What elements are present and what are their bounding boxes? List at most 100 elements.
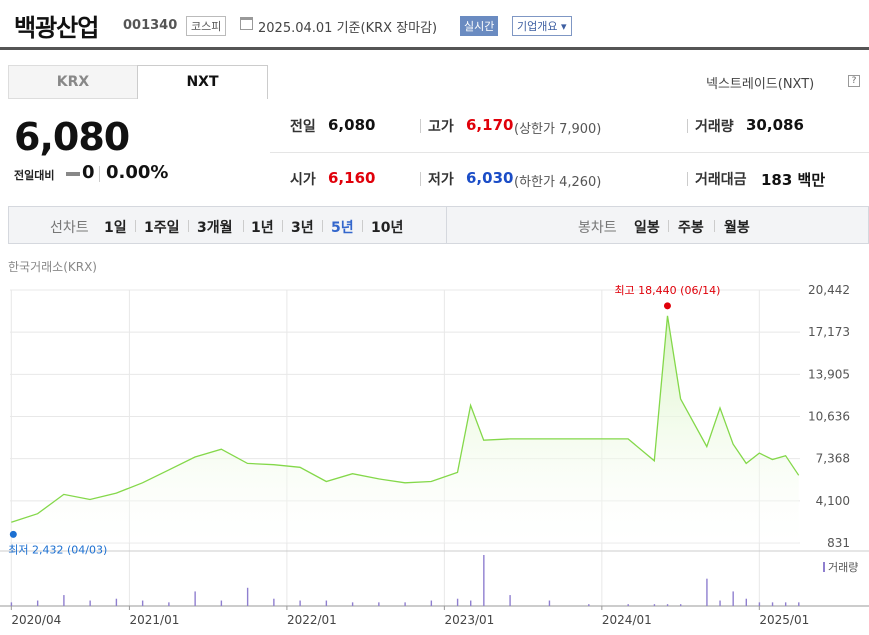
price-chart: 20,442 17,173 13,905 10,636 7,368 4,100 831 최고… xyxy=(0,283,869,627)
volume-bar xyxy=(325,600,328,606)
divider xyxy=(135,220,136,232)
volume-bar xyxy=(483,555,485,606)
volume-bar xyxy=(771,602,774,606)
divider xyxy=(668,220,669,232)
line-chart-label: 선차트 xyxy=(50,220,89,236)
y-tick-label: 10,636 xyxy=(808,410,850,424)
period-1y[interactable]: 1년 xyxy=(251,220,274,236)
period-1d[interactable]: 1일 xyxy=(104,220,127,236)
tab-krx[interactable]: KRX xyxy=(8,65,138,99)
tab-nxt[interactable]: NXT xyxy=(137,65,268,99)
x-axis: 2020/04 2021/01 2022/01 2023/01 2024/01 2025/… xyxy=(10,606,809,627)
candle-monthly[interactable]: 월봉 xyxy=(724,220,750,236)
low-marker xyxy=(9,530,17,538)
divider xyxy=(188,220,189,232)
amount-value: 183 백만 xyxy=(761,171,826,189)
volume-bar xyxy=(745,598,747,606)
volume-bar xyxy=(784,602,787,606)
prev-close-label: 전일 xyxy=(290,119,316,135)
data-source: 한국거래소(KRX) xyxy=(8,260,97,274)
volume-bar xyxy=(719,600,721,606)
volume-bar xyxy=(588,604,590,606)
candle-chart-label: 봉차트 xyxy=(578,220,617,236)
y-tick-label: 17,173 xyxy=(808,325,850,339)
header-bar xyxy=(0,0,869,50)
high-value: 6,170 xyxy=(466,116,514,134)
divider xyxy=(362,220,363,232)
period-3m[interactable]: 3개월 xyxy=(197,220,233,236)
volume-bar xyxy=(273,598,275,606)
price-area xyxy=(11,315,799,543)
volume-label: 거래량 xyxy=(695,119,734,135)
price-line xyxy=(11,315,800,523)
volume-bar xyxy=(246,587,249,606)
volume-bar xyxy=(10,602,13,606)
base-date: 2025.04.01 기준(KRX 장마감) xyxy=(258,21,438,36)
corp-overview-dropdown[interactable]: 기업개요 ▾ xyxy=(512,16,572,36)
upper-limit: (상한가 7,900) xyxy=(514,122,602,137)
nextrade-link[interactable]: 넥스트레이드(NXT) xyxy=(706,77,815,92)
unchanged-icon xyxy=(66,172,80,176)
volume-bar xyxy=(115,598,118,606)
amount-label: 거래대금 xyxy=(695,172,747,188)
volume-bar xyxy=(548,600,551,606)
volume-bar xyxy=(653,604,656,606)
y-tick-label: 13,905 xyxy=(808,367,850,381)
divider xyxy=(420,119,421,133)
prev-close-value: 6,080 xyxy=(328,116,376,134)
x-tick-label: 2021/01 xyxy=(129,613,179,627)
current-price: 6,080 xyxy=(14,115,130,159)
volume-bar xyxy=(706,578,708,606)
divider xyxy=(99,166,100,182)
volume-bar xyxy=(732,591,734,606)
divider xyxy=(420,172,421,186)
volume-bar xyxy=(679,604,682,606)
period-10y[interactable]: 10년 xyxy=(371,220,404,236)
volume-bar xyxy=(798,602,800,606)
low-annotation: 최저 2,432 (04/03) xyxy=(8,543,107,556)
high-annotation: 최고 18,440 (06/14) xyxy=(614,284,720,297)
period-5y[interactable]: 5년 xyxy=(331,220,354,236)
volume-value: 30,086 xyxy=(746,116,804,134)
open-value: 6,160 xyxy=(328,169,376,187)
help-icon[interactable]: ? xyxy=(848,75,860,87)
divider xyxy=(282,220,283,232)
volume-bar xyxy=(141,600,144,606)
low-label: 저가 xyxy=(428,172,454,188)
volume-legend-swatch xyxy=(823,562,825,572)
volume-bar xyxy=(456,598,459,606)
divider xyxy=(270,152,869,153)
change-label: 전일대비 xyxy=(14,169,55,182)
volume-bar xyxy=(299,600,301,606)
y-tick-label: 7,368 xyxy=(816,452,850,466)
volume-bar xyxy=(63,595,65,606)
period-3y[interactable]: 3년 xyxy=(291,220,314,236)
company-name: 백광산업 xyxy=(14,14,99,42)
volume-bar xyxy=(220,600,223,606)
x-tick-label: 2024/01 xyxy=(602,613,652,627)
calendar-icon xyxy=(240,17,253,30)
x-tick-label: 2022/01 xyxy=(287,613,337,627)
period-toolbar xyxy=(8,206,869,244)
lower-limit: (하한가 4,260) xyxy=(514,175,602,190)
volume-bar xyxy=(89,600,91,606)
realtime-button[interactable]: 실시간 xyxy=(460,16,499,36)
x-tick-label: 2025/01 xyxy=(759,613,809,627)
change-percent: 0.00% xyxy=(106,162,169,183)
period-1w[interactable]: 1주일 xyxy=(144,220,180,236)
volume-bar xyxy=(758,602,761,606)
volume-bar xyxy=(666,604,669,606)
candle-daily[interactable]: 일봉 xyxy=(634,220,660,236)
change-value: 0 xyxy=(82,162,95,183)
high-label: 고가 xyxy=(428,119,454,135)
candle-weekly[interactable]: 주봉 xyxy=(678,220,704,236)
divider xyxy=(243,220,244,232)
volume-bar xyxy=(430,600,433,606)
divider xyxy=(322,220,323,232)
y-axis: 20,442 17,173 13,905 10,636 7,368 4,100 831 xyxy=(808,283,850,550)
y-tick-label: 20,442 xyxy=(808,283,850,297)
volume-bars xyxy=(10,555,800,606)
volume-bar xyxy=(378,602,380,606)
volume-bar xyxy=(470,600,472,606)
volume-bar xyxy=(351,602,354,606)
